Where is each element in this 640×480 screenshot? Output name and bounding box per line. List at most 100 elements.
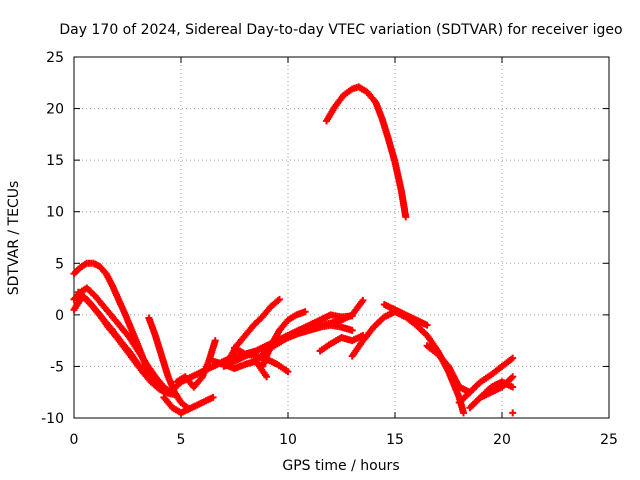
data-point bbox=[83, 259, 95, 267]
x-tick-label: 5 bbox=[177, 432, 186, 448]
data-point bbox=[423, 342, 440, 357]
data-point bbox=[338, 323, 356, 334]
x-axis-label: GPS time / hours bbox=[282, 458, 399, 474]
data-point bbox=[445, 362, 462, 389]
y-tick-label: 0 bbox=[55, 308, 64, 324]
data-point bbox=[134, 347, 150, 367]
x-tick-label: 0 bbox=[70, 432, 79, 448]
x-tick-label: 10 bbox=[279, 432, 297, 448]
data-point bbox=[370, 314, 387, 331]
data-point bbox=[323, 104, 338, 125]
data-point bbox=[378, 115, 392, 142]
data-point bbox=[160, 393, 175, 410]
data-point bbox=[96, 262, 109, 276]
axis-ticks: 0 5 10 15 20 25 -10 -5 0 5 10 15 20 25 bbox=[41, 50, 618, 448]
data-point bbox=[316, 341, 333, 355]
series-track-14 bbox=[258, 308, 309, 370]
data-point bbox=[83, 284, 98, 299]
data-point bbox=[143, 371, 158, 386]
data-point bbox=[74, 288, 89, 302]
data-point bbox=[198, 393, 217, 406]
x-tick-label: 25 bbox=[600, 432, 618, 448]
data-point bbox=[100, 303, 115, 319]
data-point bbox=[293, 308, 309, 319]
series-track-6 bbox=[160, 393, 217, 417]
y-tick-label: 10 bbox=[46, 205, 64, 221]
data-point bbox=[348, 331, 367, 345]
chart-title: Day 170 of 2024, Sidereal Day-to-day VTE… bbox=[59, 22, 622, 38]
series-track-22 bbox=[509, 409, 517, 417]
data-point bbox=[205, 337, 219, 365]
data-point bbox=[275, 318, 291, 334]
y-tick-label: 20 bbox=[46, 102, 64, 118]
y-tick-label: 15 bbox=[46, 153, 64, 169]
y-tick-label: -10 bbox=[41, 411, 64, 427]
data-point bbox=[126, 334, 141, 353]
x-tick-label: 15 bbox=[386, 432, 404, 448]
data-point bbox=[340, 86, 354, 99]
data-point bbox=[455, 390, 472, 406]
series-track-17 bbox=[380, 301, 431, 329]
data-point bbox=[109, 313, 124, 330]
series-track-18 bbox=[423, 342, 474, 396]
data-point bbox=[509, 409, 517, 417]
data-point bbox=[423, 332, 441, 353]
data-point bbox=[231, 344, 247, 357]
series-track-8 bbox=[173, 337, 219, 391]
data-point bbox=[498, 354, 517, 370]
data-point bbox=[267, 295, 283, 311]
data-point bbox=[412, 316, 431, 329]
y-tick-label: -5 bbox=[50, 359, 64, 375]
y-tick-label: 5 bbox=[55, 256, 64, 272]
plot-frame bbox=[73, 56, 610, 419]
y-tick-label: 25 bbox=[46, 50, 64, 66]
data-point bbox=[487, 364, 504, 379]
data-point bbox=[412, 321, 430, 338]
data-point bbox=[109, 326, 124, 344]
data-point bbox=[348, 84, 360, 93]
grid-lines bbox=[74, 57, 609, 418]
series-track-11 bbox=[224, 295, 283, 365]
data-point bbox=[158, 352, 172, 379]
data-point bbox=[348, 338, 366, 360]
data-point bbox=[391, 158, 405, 193]
data-point bbox=[327, 335, 344, 348]
data-point bbox=[166, 379, 183, 396]
data-point bbox=[83, 295, 98, 312]
data-point bbox=[100, 316, 115, 333]
data-point bbox=[363, 88, 378, 105]
data-point bbox=[258, 344, 274, 370]
data-point bbox=[434, 350, 451, 369]
data-point bbox=[331, 93, 346, 110]
data-point bbox=[258, 304, 274, 321]
data-point bbox=[273, 360, 292, 376]
data-point bbox=[91, 306, 107, 322]
data-points bbox=[70, 83, 517, 417]
data-point bbox=[171, 388, 184, 405]
data-point bbox=[70, 265, 83, 278]
data-point bbox=[498, 373, 517, 391]
data-point bbox=[190, 374, 205, 391]
data-point bbox=[355, 83, 369, 95]
series-track-21 bbox=[477, 373, 517, 401]
data-point bbox=[117, 323, 132, 340]
series-track-19 bbox=[455, 354, 517, 406]
data-point bbox=[338, 312, 356, 321]
series-track-5 bbox=[145, 314, 191, 412]
data-point bbox=[241, 323, 256, 339]
series-track-15 bbox=[316, 331, 367, 355]
data-point bbox=[385, 136, 398, 164]
data-point bbox=[126, 348, 141, 367]
data-point bbox=[466, 379, 483, 396]
data-point bbox=[477, 372, 493, 386]
x-tick-label: 20 bbox=[493, 432, 511, 448]
data-point bbox=[151, 379, 166, 393]
data-point bbox=[397, 187, 410, 221]
data-point bbox=[134, 360, 149, 377]
data-point bbox=[250, 314, 265, 329]
data-point bbox=[151, 332, 165, 358]
data-point bbox=[466, 395, 483, 412]
series-track-23 bbox=[323, 83, 410, 221]
y-axis-label: SDTVAR / TECUs bbox=[6, 181, 22, 296]
